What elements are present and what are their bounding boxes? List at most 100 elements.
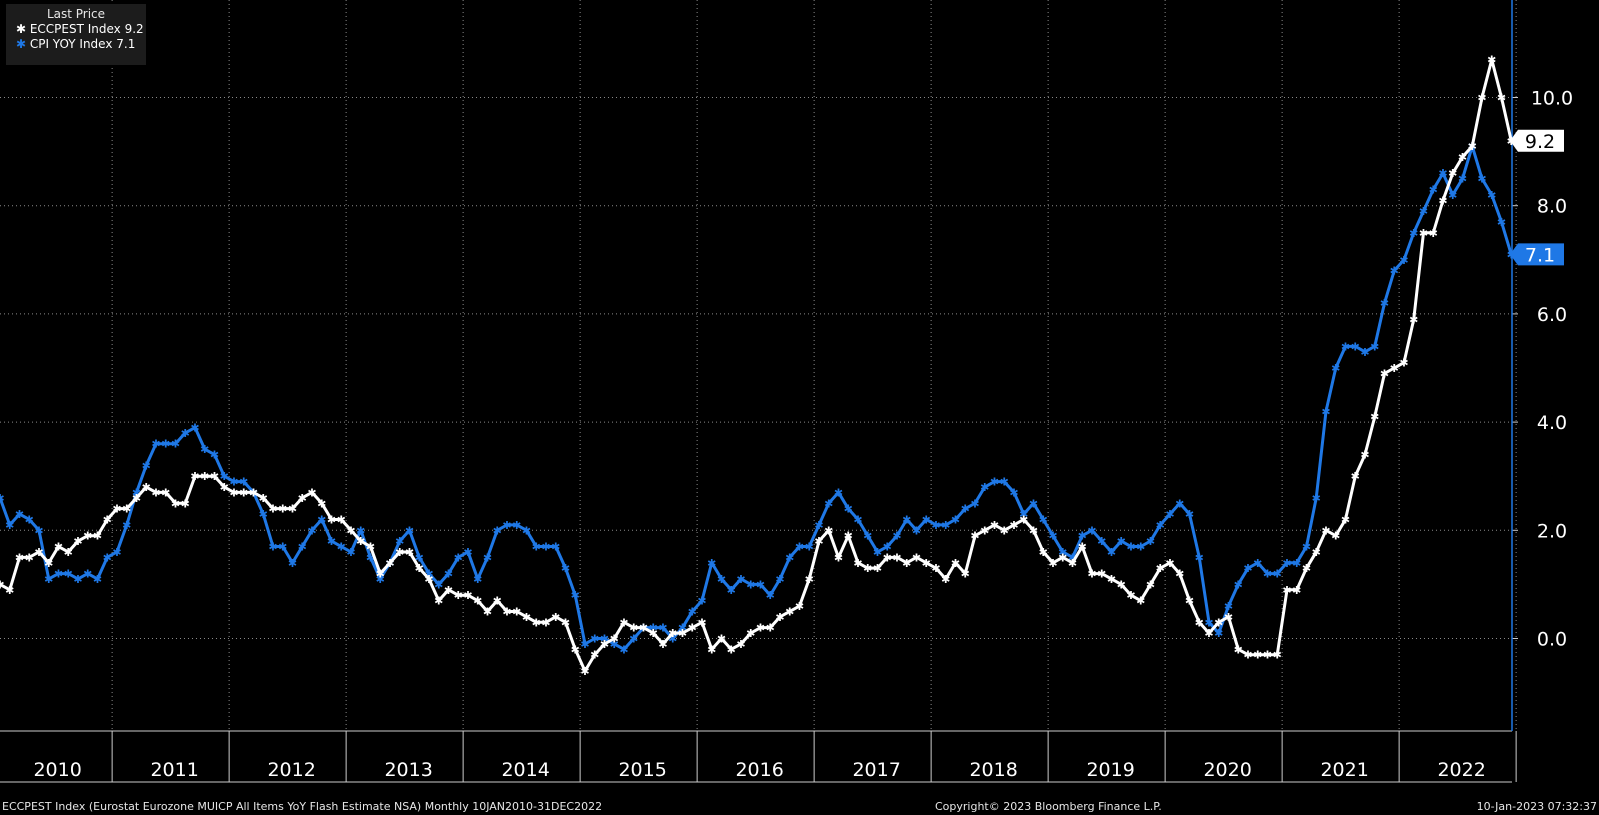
data-point-cpi: ✱ <box>1058 546 1067 559</box>
data-point-cpi: ✱ <box>337 541 346 554</box>
data-point-eccpest: ✱ <box>493 595 502 608</box>
data-point-cpi: ✱ <box>1078 530 1087 543</box>
data-point-cpi: ✱ <box>210 449 219 462</box>
data-point-eccpest: ✱ <box>1292 584 1301 597</box>
last-value-label-cpi: 7.1 <box>1525 244 1555 266</box>
series-lines: ✱✱ ✱✱✱ ✱ ✱ ✱ ✱ ✱✱ ✱✱✱✱✱ ✱ ✱✱ ✱✱ ✱✱ ✱ ✱✱✱✱ ✱✱✱✱✱✱ ✱ ✱✱✱✱✱… <box>0 54 1516 678</box>
data-point-cpi: ✱ <box>1195 551 1204 564</box>
data-point-eccpest: ✱ <box>1078 541 1087 554</box>
data-point-cpi: ✱ <box>0 492 5 505</box>
data-point-cpi: ✱ <box>697 595 706 608</box>
data-point-cpi: ✱ <box>853 513 862 526</box>
data-point-eccpest: ✱ <box>376 568 385 581</box>
data-point-eccpest: ✱ <box>1029 524 1038 537</box>
data-point-eccpest: ✱ <box>814 535 823 548</box>
data-point-eccpest: ✱ <box>122 503 131 516</box>
data-point-eccpest: ✱ <box>571 643 580 656</box>
data-point-eccpest: ✱ <box>1117 578 1126 591</box>
data-point-eccpest: ✱ <box>834 551 843 564</box>
data-point-eccpest: ✱ <box>1068 557 1077 570</box>
data-point-eccpest: ✱ <box>1156 562 1165 575</box>
data-point-cpi: ✱ <box>151 438 160 451</box>
x-tick-label: 2022 <box>1437 759 1485 781</box>
data-point-eccpest: ✱ <box>346 524 355 537</box>
data-point-eccpest: ✱ <box>1224 611 1233 624</box>
data-point-eccpest: ✱ <box>736 638 745 651</box>
data-point-eccpest: ✱ <box>73 535 82 548</box>
x-axis-year-labels: 2010 2011 2012 2013 2014 2015 2016 2017 2018 2019… <box>33 759 1485 781</box>
data-point-eccpest: ✱ <box>1019 513 1028 526</box>
data-point-eccpest: ✱ <box>190 470 199 483</box>
data-point-eccpest: ✱ <box>1458 151 1467 164</box>
data-point-eccpest: ✱ <box>649 627 658 640</box>
legend-entry-eccpest: ✱ ECCPEST Index 9.2 <box>6 22 146 37</box>
data-point-cpi: ✱ <box>1360 346 1369 359</box>
data-point-cpi: ✱ <box>1224 600 1233 613</box>
data-point-eccpest: ✱ <box>717 633 726 646</box>
series-line-cpi <box>0 144 1513 651</box>
data-point-eccpest: ✱ <box>1097 568 1106 581</box>
data-point-cpi: ✱ <box>551 541 560 554</box>
footer-description: ECCPEST Index (Eurostat Eurozone MUICP A… <box>2 800 603 813</box>
data-point-eccpest: ✱ <box>668 627 677 640</box>
data-point-eccpest: ✱ <box>941 573 950 586</box>
data-point-eccpest: ✱ <box>5 584 14 597</box>
data-point-eccpest: ✱ <box>210 470 219 483</box>
data-point-cpi: ✱ <box>561 562 570 575</box>
data-point-cpi: ✱ <box>1380 297 1389 310</box>
data-point-eccpest: ✱ <box>317 497 326 510</box>
data-point-cpi: ✱ <box>83 568 92 581</box>
data-point-cpi: ✱ <box>64 568 73 581</box>
data-point-cpi: ✱ <box>493 524 502 537</box>
data-point-eccpest: ✱ <box>658 638 667 651</box>
data-point-cpi: ✱ <box>727 584 736 597</box>
data-point-eccpest: ✱ <box>688 622 697 635</box>
data-point-cpi: ✱ <box>1097 535 1106 548</box>
data-point-eccpest: ✱ <box>1390 362 1399 375</box>
data-point-eccpest: ✱ <box>639 622 648 635</box>
data-point-eccpest: ✱ <box>220 481 229 494</box>
data-point-cpi: ✱ <box>629 633 638 646</box>
data-point-cpi: ✱ <box>1253 557 1262 570</box>
data-point-cpi: ✱ <box>1390 265 1399 278</box>
data-point-eccpest: ✱ <box>385 557 394 570</box>
data-point-eccpest: ✱ <box>337 513 346 526</box>
data-point-cpi: ✱ <box>814 519 823 532</box>
data-point-cpi: ✱ <box>668 633 677 646</box>
data-point-eccpest: ✱ <box>327 513 336 526</box>
y-tick-label: 6.0 <box>1537 304 1567 326</box>
x-tick-label: 2021 <box>1320 759 1368 781</box>
data-point-cpi: ✱ <box>522 524 531 537</box>
data-point-cpi: ✱ <box>922 513 931 526</box>
data-point-cpi: ✱ <box>1419 205 1428 218</box>
data-point-eccpest: ✱ <box>766 622 775 635</box>
data-point-cpi: ✱ <box>1438 167 1447 180</box>
x-tick-label: 2014 <box>501 759 549 781</box>
data-point-eccpest: ✱ <box>1312 546 1321 559</box>
data-point-eccpest: ✱ <box>873 562 882 575</box>
data-point-eccpest: ✱ <box>1263 649 1272 662</box>
data-point-eccpest: ✱ <box>1214 616 1223 629</box>
data-point-eccpest: ✱ <box>1234 643 1243 656</box>
last-value-badge-cpi <box>1510 243 1564 266</box>
data-point-eccpest: ✱ <box>551 611 560 624</box>
data-point-cpi: ✱ <box>1341 340 1350 353</box>
data-point-cpi: ✱ <box>463 546 472 559</box>
data-point-cpi: ✱ <box>434 578 443 591</box>
data-point-cpi: ✱ <box>970 497 979 510</box>
data-point-eccpest: ✱ <box>1321 524 1330 537</box>
data-point-eccpest: ✱ <box>532 616 541 629</box>
data-point-eccpest: ✱ <box>678 627 687 640</box>
data-point-cpi: ✱ <box>873 546 882 559</box>
x-tick-label: 2015 <box>618 759 666 781</box>
data-point-cpi: ✱ <box>1146 535 1155 548</box>
data-point-eccpest: ✱ <box>405 546 414 559</box>
data-point-eccpest: ✱ <box>619 616 628 629</box>
data-point-cpi: ✱ <box>658 622 667 635</box>
data-point-eccpest: ✱ <box>727 643 736 656</box>
data-point-eccpest: ✱ <box>1419 227 1428 240</box>
data-point-cpi: ✱ <box>473 573 482 586</box>
data-point-eccpest: ✱ <box>1380 367 1389 380</box>
data-point-eccpest: ✱ <box>561 616 570 629</box>
data-point-cpi: ✱ <box>600 633 609 646</box>
